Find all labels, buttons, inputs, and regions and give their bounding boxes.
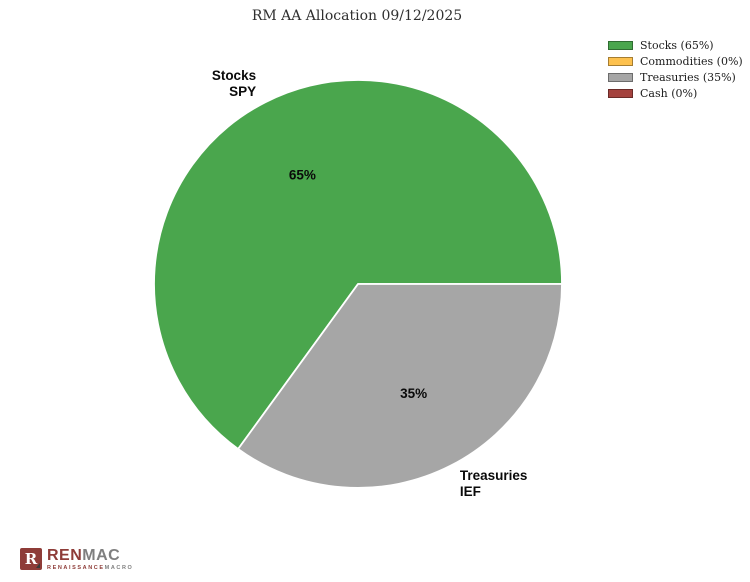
legend-label-treasuries: Treasuries (35%): [640, 70, 736, 84]
logo-brand-mac: MAC: [82, 547, 121, 564]
logo-text: RENMAC RENAISSANCEMACRO: [47, 548, 133, 572]
renmac-logo: R RENMAC RENAISSANCEMACRO: [20, 548, 133, 572]
legend-swatch-commodities: [608, 56, 633, 66]
legend-item-commodities: Commodities (0%): [608, 53, 743, 69]
logo-brand: RENMAC: [47, 548, 133, 564]
logo-brand-ren: REN: [47, 547, 83, 564]
legend-item-stocks: Stocks (65%): [608, 37, 743, 53]
slice-label-stocks: Stocks SPY: [212, 68, 256, 99]
legend-item-cash: Cash (0%): [608, 85, 743, 101]
logo-tagline-renaissance: RENAISSANCE: [47, 565, 105, 571]
legend-label-cash: Cash (0%): [640, 86, 698, 100]
chart-title: RM AA Allocation 09/12/2025: [251, 8, 463, 24]
pie-slice-stocks: [153, 79, 563, 450]
pct-label-treasuries: 35%: [400, 386, 427, 401]
logo-check-icon: [36, 563, 40, 568]
legend-swatch-treasuries: [608, 72, 633, 82]
legend-label-stocks: Stocks (65%): [640, 38, 714, 52]
logo-tagline-macro: MACRO: [104, 565, 134, 571]
legend-label-commodities: Commodities (0%): [640, 54, 743, 68]
logo-tagline: RENAISSANCEMACRO: [47, 565, 133, 572]
legend: Stocks (65%) Commodities (0%) Treasuries…: [608, 37, 743, 101]
logo-monogram-letter: R: [24, 550, 38, 568]
legend-item-treasuries: Treasuries (35%): [608, 69, 743, 85]
pie-slice-treasuries: [237, 283, 563, 489]
legend-swatch-cash: [608, 88, 633, 98]
legend-swatch-stocks: [608, 40, 633, 50]
renmac-logo-monogram: R: [20, 548, 42, 570]
pct-label-stocks: 65%: [289, 168, 316, 183]
slice-label-treasuries: Treasuries IEF: [460, 468, 528, 499]
